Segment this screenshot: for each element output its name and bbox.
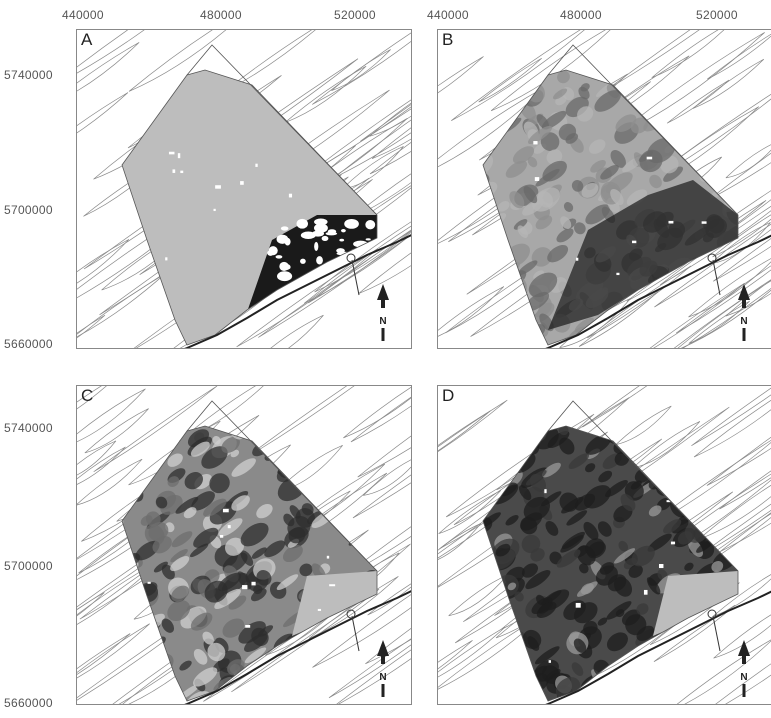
jetty <box>712 259 721 296</box>
y-tick-5700000-top: 5700000 <box>4 203 53 217</box>
map-panel-a: N A <box>76 29 412 349</box>
panel-label-a: A <box>81 30 93 49</box>
coastal-dark-zone <box>548 180 738 330</box>
survey-boundary <box>186 400 378 572</box>
coastal-dark-zone <box>292 571 377 636</box>
panel-label-c: C <box>81 386 94 405</box>
y-tick-5660000-top: 5660000 <box>4 337 53 351</box>
x-tick-520000-b: 520000 <box>696 8 738 22</box>
panel-label-d: D <box>442 386 455 405</box>
north-arrow-icon: N <box>377 640 389 697</box>
north-label: N <box>740 672 747 683</box>
jetty <box>351 259 360 296</box>
north-arrow-icon: N <box>377 284 389 341</box>
survey-boundary <box>547 44 739 216</box>
survey-outline <box>121 425 378 702</box>
coastline <box>545 234 771 348</box>
y-tick-5700000-bottom: 5700000 <box>4 559 53 573</box>
x-tick-480000-a: 480000 <box>200 8 242 22</box>
y-tick-5740000-top: 5740000 <box>4 68 53 82</box>
survey-outline <box>482 425 739 702</box>
map-svg-d: N <box>438 386 771 704</box>
coastal-dark-zone <box>653 571 738 636</box>
survey-outline <box>482 69 739 346</box>
north-label: N <box>740 316 747 327</box>
north-label: N <box>379 672 386 683</box>
y-tick-5660000-bottom: 5660000 <box>4 696 53 710</box>
y-tick-5740000-bottom: 5740000 <box>4 421 53 435</box>
survey-outline <box>121 69 378 346</box>
north-arrow-icon: N <box>738 284 750 341</box>
north-label: N <box>379 316 386 327</box>
survey-area <box>122 70 377 345</box>
north-arrow-icon: N <box>738 640 750 697</box>
x-tick-440000-a: 440000 <box>62 8 104 22</box>
jetty <box>712 615 721 652</box>
coastline <box>184 590 411 704</box>
x-tick-480000-b: 480000 <box>560 8 602 22</box>
coastline <box>184 234 411 348</box>
map-panel-d: N D <box>437 385 771 705</box>
x-tick-440000-b: 440000 <box>427 8 469 22</box>
survey-boundary <box>547 400 739 572</box>
jetty <box>351 615 360 652</box>
map-svg-c: N <box>77 386 411 704</box>
map-panel-c: N C <box>76 385 412 705</box>
panel-label-b: B <box>442 30 454 49</box>
map-svg-b: N <box>438 30 771 348</box>
x-tick-520000-a: 520000 <box>334 8 376 22</box>
map-svg-a: N <box>77 30 411 348</box>
coastline <box>545 590 771 704</box>
survey-boundary <box>186 44 378 216</box>
map-panel-b: N B <box>437 29 771 349</box>
